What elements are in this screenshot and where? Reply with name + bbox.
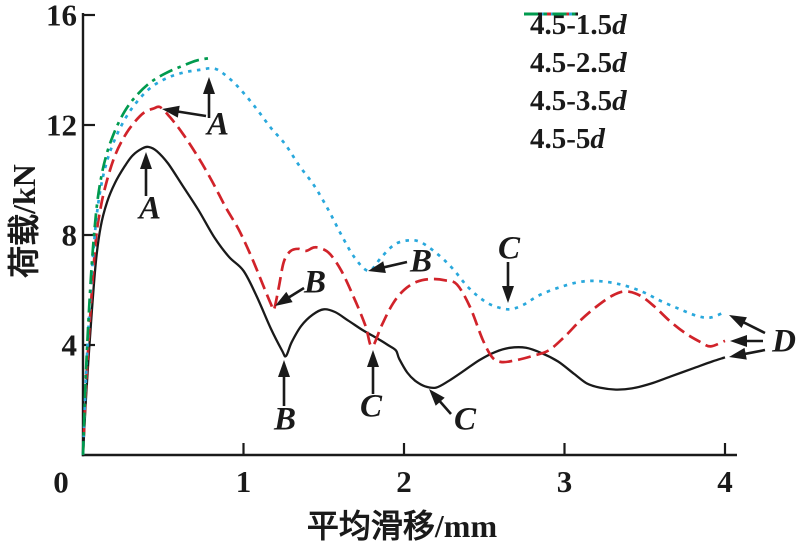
series-line-4.5-3.5d bbox=[81, 66, 726, 456]
series-line-4.5-1.5d bbox=[81, 145, 726, 456]
annotation-label-A: A bbox=[206, 106, 230, 143]
annotation-label-B: B bbox=[409, 243, 433, 280]
annotation-arrowhead bbox=[275, 291, 293, 306]
legend-item-4.5-3.5d: 4.5-3.5d bbox=[522, 12, 627, 120]
x-tick-label: 1 bbox=[235, 464, 252, 499]
legend-line-sample bbox=[524, 12, 578, 16]
annotation-arrowhead bbox=[729, 315, 747, 328]
annotation-arrowhead bbox=[729, 347, 747, 360]
y-tick-label: 16 bbox=[46, 0, 77, 33]
annotation-label-A: A bbox=[138, 190, 162, 227]
x-axis-title: 平均滑移/mm bbox=[306, 508, 498, 544]
annotation-label-D: D bbox=[772, 323, 796, 360]
annotation-label-C: C bbox=[359, 388, 383, 425]
x-tick-label: 4 bbox=[717, 464, 733, 499]
y-tick-label: 4 bbox=[61, 327, 78, 363]
annotation-label-B: B bbox=[273, 401, 297, 438]
annotation-arrowhead bbox=[367, 350, 379, 367]
annotation-arrowhead bbox=[429, 389, 445, 406]
annotation-arrowhead bbox=[368, 261, 386, 273]
annotation-arrowhead bbox=[162, 105, 180, 118]
legend-label: 4.5-5d bbox=[530, 122, 605, 155]
origin-tick-label: 0 bbox=[53, 464, 69, 500]
y-tick-label: 8 bbox=[61, 217, 78, 253]
x-tick-label: 2 bbox=[396, 464, 412, 499]
series-line-4.5-5d bbox=[81, 56, 214, 456]
annotation-arrowhead bbox=[278, 360, 290, 377]
legend-label: 4.5-2.5d bbox=[530, 46, 627, 79]
legend-item-4.5-2.5d: 4.5-2.5d bbox=[522, 12, 627, 82]
annotation-label-C: C bbox=[453, 401, 477, 438]
legend-label: 4.5-3.5d bbox=[530, 84, 627, 117]
legend-item-4.5-5d: 4.5-5d bbox=[522, 12, 627, 158]
annotation-arrowhead bbox=[730, 335, 747, 347]
annotation-arrowhead bbox=[203, 77, 215, 94]
annotation-arrowhead bbox=[502, 286, 514, 303]
annotation-label-B: B bbox=[303, 264, 327, 301]
y-tick-label: 12 bbox=[46, 107, 77, 143]
x-tick-label: 3 bbox=[556, 464, 573, 499]
legend: 4.5-1.5d 4.5-2.5d 4.5-3.5d 4.5-5d bbox=[522, 6, 627, 158]
annotation-arrowhead bbox=[140, 152, 152, 169]
annotation-label-C: C bbox=[497, 230, 521, 267]
series-line-4.5-2.5d bbox=[81, 105, 726, 456]
